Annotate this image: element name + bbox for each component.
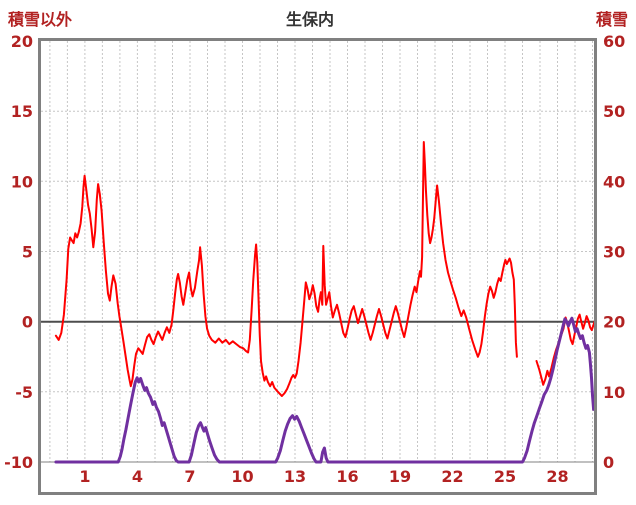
snow-depth-series-line — [54, 316, 596, 464]
x-tick-label: 16 — [336, 467, 358, 486]
x-tick-label: 1 — [79, 467, 90, 486]
right-tick-label: 10 — [603, 383, 625, 402]
chart-title: 生保内 — [286, 10, 334, 29]
left-tick-label: 0 — [22, 313, 33, 332]
right-tick-label: 30 — [603, 243, 625, 262]
x-tick-label: 22 — [441, 467, 463, 486]
left-tick-label: 5 — [22, 243, 33, 262]
series-lines — [54, 141, 596, 464]
right-tick-label: 0 — [603, 453, 614, 472]
right-tick-label: 20 — [603, 313, 625, 332]
left-tick-label: 10 — [11, 172, 33, 191]
left-tick-label: 20 — [11, 32, 33, 51]
non-snow-series-line — [54, 141, 518, 397]
x-tick-label: 13 — [284, 467, 306, 486]
x-tick-label: 25 — [494, 467, 516, 486]
left-tick-label: -10 — [4, 453, 33, 472]
plot-frame — [38, 38, 597, 495]
x-tick-label: 28 — [546, 467, 568, 486]
right-axis-title: 積雪 — [595, 10, 628, 29]
right-tick-label: 50 — [603, 102, 625, 121]
x-tick-label: 7 — [184, 467, 195, 486]
left-tick-label: 15 — [11, 102, 33, 121]
right-tick-label: 40 — [603, 172, 625, 191]
x-tick-label: 19 — [389, 467, 411, 486]
non-snow-series-line — [535, 313, 596, 386]
x-tick-label: 10 — [231, 467, 253, 486]
right-axis-tick-labels: 60 50 40 30 20 10 0 — [603, 32, 625, 472]
right-tick-label: 60 — [603, 32, 625, 51]
left-tick-label: -5 — [15, 383, 33, 402]
left-axis-tick-labels: 20 15 10 5 0 -5 -10 — [4, 32, 33, 472]
x-axis-tick-labels: 1 4 7 10 13 16 19 22 25 28 — [79, 467, 568, 486]
left-axis-title: 積雪以外 — [7, 10, 72, 29]
x-tick-label: 4 — [132, 467, 143, 486]
